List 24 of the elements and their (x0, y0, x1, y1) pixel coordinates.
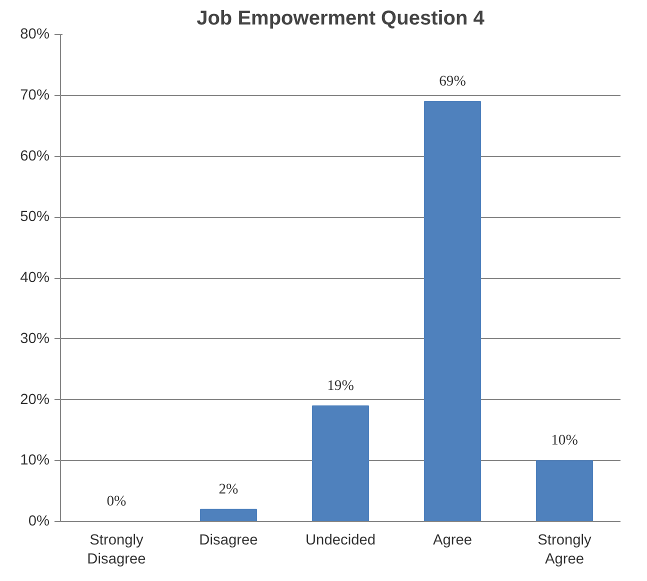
x-tick-label: Strongly Agree (538, 532, 592, 568)
y-tick-label: 70% (20, 87, 50, 104)
data-label: 19% (327, 378, 354, 394)
bar (424, 100, 481, 522)
bar (200, 508, 257, 522)
x-tick-label: Agree (432, 532, 472, 548)
y-tick-label: 40% (20, 270, 50, 286)
bar (536, 460, 593, 522)
chart-title: Job Empowerment Question 4 (196, 8, 486, 30)
y-tick-label: 20% (20, 392, 50, 408)
y-tick-label: 60% (20, 148, 50, 164)
y-tick-label: 30% (20, 330, 50, 347)
x-tick-label: Disagree (199, 532, 258, 548)
data-label: 2% (218, 481, 238, 498)
data-label: 10% (551, 432, 578, 449)
bar (312, 405, 369, 522)
y-tick-label: 10% (20, 452, 50, 469)
data-label: 69% (439, 73, 466, 90)
data-label: 0% (106, 494, 126, 510)
x-tick-label: Strongly Disagree (87, 532, 146, 568)
y-tick-label: 0% (28, 514, 50, 530)
y-tick-label: 80% (20, 26, 50, 42)
y-tick-label: 50% (20, 209, 50, 226)
x-tick-label: Undecided (305, 532, 376, 548)
